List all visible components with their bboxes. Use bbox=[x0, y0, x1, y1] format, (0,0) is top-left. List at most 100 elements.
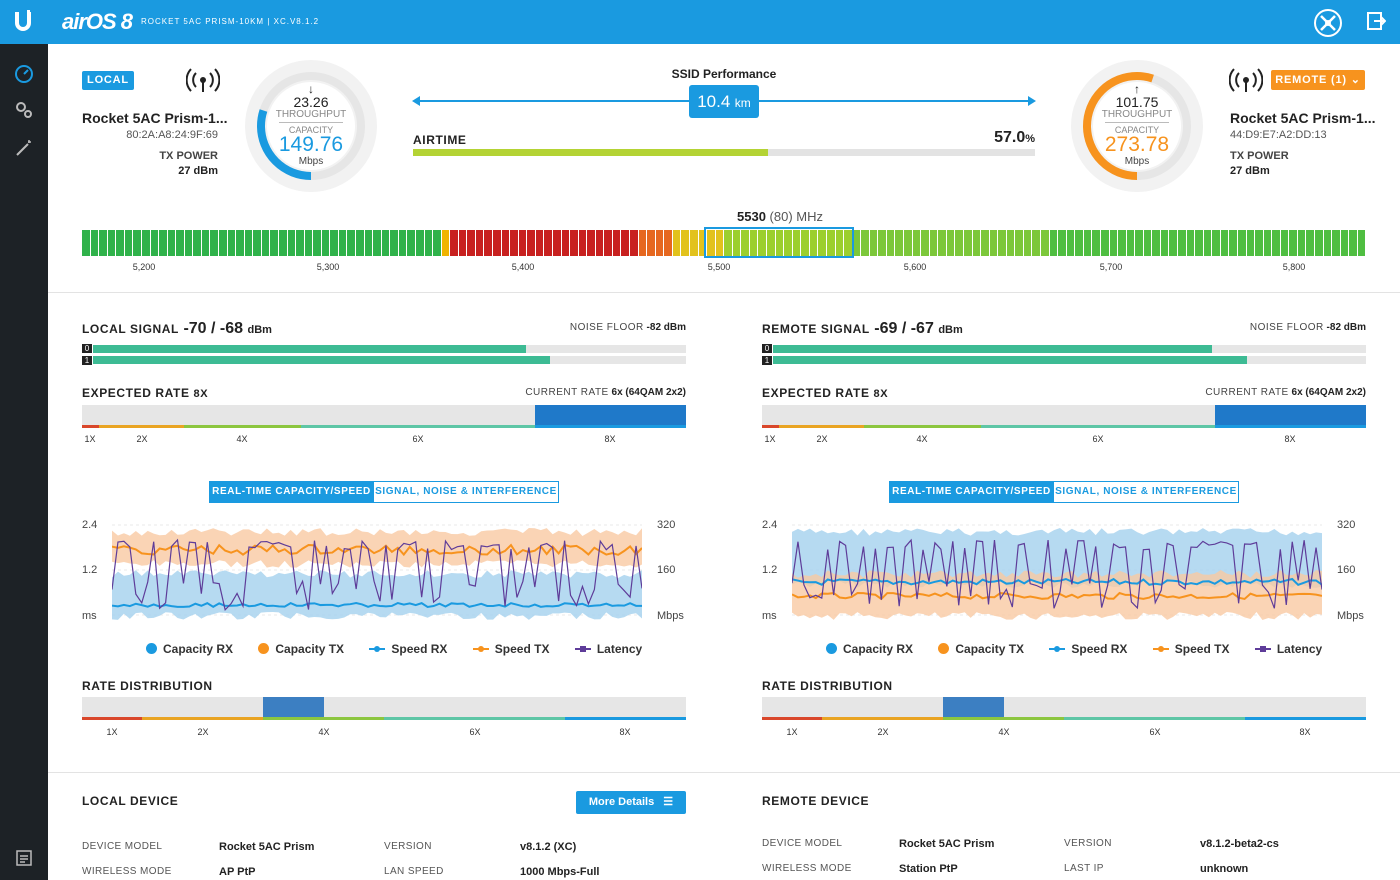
wizard-wand-icon[interactable] bbox=[14, 138, 34, 158]
local-throughput-label: THROUGHPUT bbox=[275, 109, 347, 120]
spectrum-cell bbox=[792, 230, 801, 256]
logout-icon[interactable] bbox=[1366, 11, 1386, 31]
airtime-bar bbox=[413, 149, 1035, 156]
spectrum-cell bbox=[707, 230, 715, 256]
tab-realtime-capacity[interactable]: REAL-TIME CAPACITY/SPEED bbox=[209, 481, 374, 503]
spectrum-cell bbox=[441, 230, 450, 256]
spectrum-cell bbox=[493, 230, 501, 256]
divider bbox=[48, 772, 1400, 773]
realtime-chart bbox=[792, 524, 1322, 620]
spectrum-cell bbox=[655, 230, 664, 256]
legend-capacity-tx[interactable]: Capacity TX bbox=[258, 642, 344, 656]
rate-distribution-bar bbox=[82, 697, 686, 717]
rate-distribution-fill bbox=[263, 697, 324, 717]
spectrum-cell bbox=[450, 230, 458, 256]
spectrum-cell bbox=[278, 230, 287, 256]
wireless-mode-value: AP PtP bbox=[219, 866, 256, 878]
spectrum-cell bbox=[90, 230, 99, 256]
spectrum-cell bbox=[124, 230, 133, 256]
legend-capacity-rx[interactable]: Capacity RX bbox=[826, 642, 913, 656]
local-badge: LOCAL bbox=[82, 71, 134, 90]
remote-capacity-gauge: ↑ 101.75 THROUGHPUT CAPACITY 273.78 Mbps bbox=[1071, 60, 1203, 192]
spectrum-cell bbox=[1195, 230, 1203, 256]
log-icon[interactable] bbox=[14, 848, 34, 868]
settings-gears-icon[interactable] bbox=[14, 100, 34, 120]
current-rate-value: 6x (64QAM 2x2) bbox=[1291, 387, 1366, 398]
spectrum-cell bbox=[544, 230, 552, 256]
version-value: v8.1.2-beta2-cs bbox=[1200, 838, 1279, 850]
spectrum-cell bbox=[587, 230, 595, 256]
spectrum-cell bbox=[475, 230, 484, 256]
spectrum-cell bbox=[1306, 230, 1314, 256]
spectrum-cell bbox=[895, 230, 903, 256]
spectrum-cell bbox=[647, 230, 655, 256]
dist-tick: 1X bbox=[786, 727, 798, 737]
rate-tick: 6X bbox=[412, 434, 424, 444]
spectrum-cell bbox=[484, 230, 492, 256]
spectrum-cell bbox=[1015, 230, 1023, 256]
legend-speed-tx[interactable]: Speed TX bbox=[472, 642, 549, 656]
y-right-top: 320 bbox=[657, 519, 676, 531]
spectrum-cell bbox=[1340, 230, 1349, 256]
remote-badge-label: REMOTE (1) bbox=[1275, 74, 1347, 86]
spectrum-cell bbox=[963, 230, 972, 256]
spectrum-cell bbox=[253, 230, 261, 256]
legend-speed-tx[interactable]: Speed TX bbox=[1152, 642, 1229, 656]
last-ip-label: LAST IP bbox=[1064, 863, 1104, 874]
legend-capacity-tx[interactable]: Capacity TX bbox=[938, 642, 1024, 656]
chain-0-bar bbox=[773, 345, 1366, 353]
spectrum-cell bbox=[955, 230, 963, 256]
spectrum-cell bbox=[869, 230, 878, 256]
spectrum-cell bbox=[801, 230, 809, 256]
spectrum-cell bbox=[1186, 230, 1195, 256]
signal-label: REMOTE SIGNAL bbox=[762, 322, 870, 336]
dashboard-icon[interactable] bbox=[14, 64, 34, 84]
spectrum-cell bbox=[107, 230, 116, 256]
spectrum-cell bbox=[1289, 230, 1297, 256]
channel-frequency: 5530 bbox=[737, 209, 766, 224]
current-rate-fill bbox=[535, 405, 686, 427]
legend-latency[interactable]: Latency bbox=[574, 642, 642, 656]
rate-distribution-label: RATE DISTRIBUTION bbox=[762, 679, 893, 693]
rate-scale bbox=[82, 425, 686, 428]
spectrum-cell bbox=[424, 230, 433, 256]
rate-distribution-fill bbox=[943, 697, 1004, 717]
noise-value: -82 dBm bbox=[1326, 322, 1366, 333]
legend-capacity-rx[interactable]: Capacity RX bbox=[146, 642, 233, 656]
spectrum-cell bbox=[381, 230, 390, 256]
spectrum-tick: 5,600 bbox=[903, 262, 927, 272]
spectrum-cell bbox=[570, 230, 578, 256]
airos-logo: airOS 8 bbox=[62, 9, 133, 34]
legend-speed-rx[interactable]: Speed RX bbox=[1049, 642, 1127, 656]
ubiquiti-u-icon[interactable] bbox=[12, 10, 34, 34]
spectrum-cell bbox=[1023, 230, 1032, 256]
tab-signal-noise[interactable]: SIGNAL, NOISE & INTERFERENCE bbox=[1053, 481, 1239, 503]
spectrum-cell bbox=[133, 230, 141, 256]
spectrum-cell bbox=[835, 230, 844, 256]
spectrum-cell bbox=[886, 230, 895, 256]
current-rate: CURRENT RATE 6x (64QAM 2x2) bbox=[525, 387, 686, 398]
tools-icon[interactable] bbox=[1314, 9, 1342, 37]
spectrum-cell bbox=[510, 230, 518, 256]
more-details-button[interactable]: More Details ☰ bbox=[576, 791, 686, 814]
spectrum-cell bbox=[415, 230, 424, 256]
tab-signal-noise[interactable]: SIGNAL, NOISE & INTERFERENCE bbox=[373, 481, 559, 503]
top-bar: airOS 8 ROCKET 5AC PRISM-10KM | XC.V8.1.… bbox=[0, 0, 1400, 44]
spectrum-cell bbox=[501, 230, 510, 256]
y-left-top: 2.4 bbox=[762, 519, 778, 531]
spectrum-cell bbox=[715, 230, 724, 256]
expected-rate-value: 8X bbox=[873, 388, 889, 400]
spectrum-cell bbox=[1092, 230, 1100, 256]
spectrum-cell bbox=[578, 230, 587, 256]
legend-latency[interactable]: Latency bbox=[1254, 642, 1322, 656]
spectrum-cell bbox=[219, 230, 227, 256]
remote-dropdown[interactable]: REMOTE (1) ⌄ bbox=[1271, 70, 1365, 90]
spectrum-cell bbox=[176, 230, 184, 256]
distance-value: 10.4 bbox=[697, 92, 731, 111]
legend-speed-rx[interactable]: Speed RX bbox=[369, 642, 447, 656]
dist-tick: 8X bbox=[1299, 727, 1311, 737]
spectrum-cell bbox=[184, 230, 193, 256]
latency-line bbox=[792, 538, 1322, 610]
channel-selection[interactable] bbox=[704, 227, 854, 258]
tab-realtime-capacity[interactable]: REAL-TIME CAPACITY/SPEED bbox=[889, 481, 1054, 503]
